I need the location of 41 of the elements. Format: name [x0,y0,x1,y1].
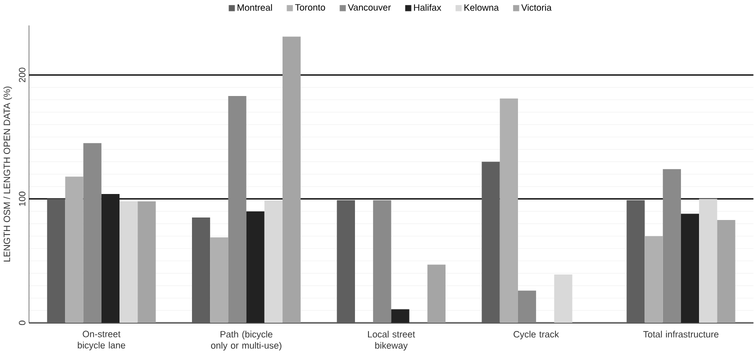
bar [210,237,228,323]
legend-label: Halifax [414,4,442,11]
bar [264,200,283,323]
x-tick-label: On-street bicycle lane [78,330,126,350]
bar [644,236,663,323]
bar [228,96,246,323]
x-tick-label: Cycle track [514,330,559,340]
bar [680,214,700,323]
bar [427,264,446,323]
bar [246,211,264,323]
legend-label: Vancouver [348,4,391,11]
bar [482,162,500,323]
bar [282,36,301,323]
legend-label: Montreal [238,4,272,11]
bar [83,143,102,323]
y-tick-label: 100 [18,192,26,206]
bar [65,176,84,323]
bar [336,200,355,323]
bar [101,194,120,323]
legend-label: Toronto [295,4,326,11]
bar [518,290,536,323]
legend-label: Victoria [521,4,552,11]
bar [120,201,138,323]
x-tick-label: Path (bicycle only or multi-use) [211,330,282,351]
y-tick-label: 0 [18,320,26,326]
x-tick-label: Total infrastructure [643,330,718,338]
bar [554,274,572,323]
bar [391,309,410,323]
bar [717,220,736,323]
x-tick-label: Local street bikeway [368,330,416,351]
legend-label: Kelowna [464,4,499,11]
bar [47,198,66,323]
bar [699,198,718,323]
bar [500,98,518,323]
y-axis-title: LENGTH OSM / LENGTH OPEN DATA (%) [3,86,12,262]
bar [626,200,645,323]
bar [192,218,210,323]
y-tick-label: 200 [18,68,26,82]
bar [373,200,392,323]
bar [662,169,681,323]
bar [138,201,156,323]
